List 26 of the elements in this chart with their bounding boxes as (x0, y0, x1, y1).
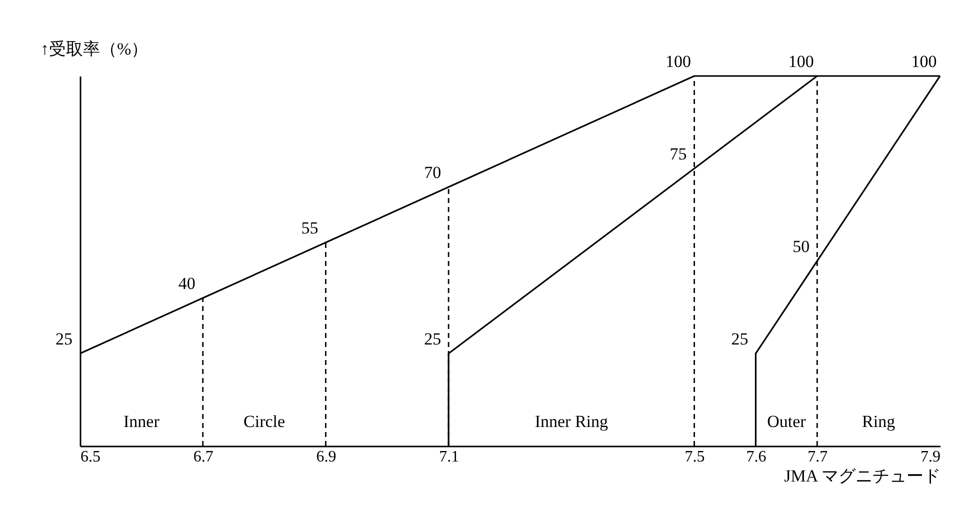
x-tick-label: 6.9 (316, 448, 336, 466)
annotation: Outer (767, 412, 806, 431)
data-label: 25 (731, 330, 748, 348)
annotation: Circle (244, 412, 286, 431)
y-axis-title: ↑受取率（%） (40, 40, 148, 58)
x-tick-label: 6.7 (193, 448, 214, 466)
x-tick-label: 7.5 (684, 448, 705, 466)
annotation: Inner Ring (534, 412, 609, 431)
data-label: 100 (911, 52, 937, 71)
x-axis-title: JMA マグニチュード (784, 466, 940, 486)
x-tick-label: 7.7 (808, 448, 828, 466)
data-label: 25 (56, 330, 72, 348)
data-label: 70 (424, 163, 442, 182)
data-label: 50 (792, 237, 810, 256)
x-tick-label: 7.9 (920, 448, 940, 466)
data-label: 40 (178, 274, 196, 293)
data-label: 25 (424, 330, 442, 348)
x-tick-label: 7.6 (746, 448, 766, 466)
data-label: 100 (788, 52, 814, 71)
data-label: 100 (666, 52, 692, 71)
data-label: 55 (301, 218, 318, 238)
annotation: Ring (862, 412, 896, 431)
annotation: Inner (123, 412, 160, 431)
data-label: 75 (670, 144, 687, 164)
x-tick-label: 6.5 (80, 448, 100, 466)
x-tick-label: 7.1 (439, 448, 460, 466)
